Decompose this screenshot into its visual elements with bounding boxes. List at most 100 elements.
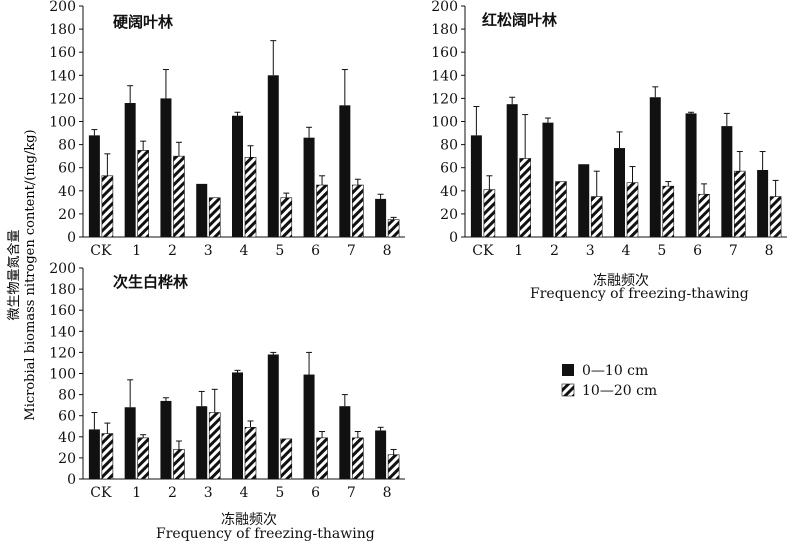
x-tick-label: 6	[311, 243, 320, 259]
bar	[196, 406, 208, 479]
x-tick-label: 5	[275, 243, 284, 259]
bar	[698, 193, 710, 238]
bar	[578, 164, 590, 237]
bar	[470, 135, 482, 237]
bar	[506, 104, 518, 237]
y-tick-label: 0	[449, 230, 458, 246]
x-tick-label: 8	[383, 243, 392, 259]
bar	[555, 181, 567, 238]
x-tick-label: 4	[240, 243, 249, 259]
y-tick-label: 100	[431, 115, 458, 131]
y-axis-label-cn: 微生物量氮含量	[7, 229, 22, 321]
bar	[769, 196, 782, 238]
y-tick-label: 140	[431, 68, 458, 84]
bar	[339, 406, 351, 479]
x-axis-label-en-right: Frequency of freezing-thawing	[530, 286, 749, 302]
panel-2: 0 20 40 60 80 100 120 140 160 180 200 红松阔叶林 CK 1 2 3 4 5 6…	[431, 0, 787, 259]
bar	[662, 185, 675, 238]
y-tick-label: 200	[49, 0, 76, 15]
bar	[101, 433, 114, 480]
bar	[339, 105, 351, 237]
bar	[542, 122, 554, 237]
bar	[267, 354, 279, 479]
x-tick-label: CK	[90, 485, 112, 501]
x-tick-label: 5	[275, 485, 284, 501]
x-tick-label: 1	[132, 243, 141, 259]
y-tick-label: 200	[431, 0, 458, 15]
y-tick-label: 80	[58, 138, 76, 154]
bar	[375, 430, 387, 479]
y-tick-label: 180	[49, 22, 76, 38]
bar	[375, 198, 387, 237]
bar	[387, 219, 400, 238]
bar	[685, 113, 697, 237]
y-tick-label: 20	[58, 451, 76, 467]
bar	[267, 75, 279, 237]
x-axis-label-cn-bottom: 冻融频次	[221, 512, 277, 528]
bar	[316, 184, 328, 238]
bar	[208, 412, 221, 480]
bar	[280, 438, 293, 480]
panel-title: 红松阔叶林	[482, 11, 558, 29]
bar	[232, 372, 243, 479]
x-tick-label: 2	[168, 485, 177, 501]
x-tick-label: 1	[514, 243, 523, 259]
legend-label: 0—10 cm	[582, 363, 648, 379]
bar	[196, 183, 208, 237]
y-tick-label: 100	[49, 367, 76, 383]
y-tick-label: 40	[58, 430, 76, 446]
legend-label: 10—20 cm	[582, 383, 657, 399]
x-tick-label: CK	[472, 243, 494, 259]
x-axis-label-en-bottom: Frequency of freezing-thawing	[156, 526, 375, 542]
x-tick-label: 3	[586, 243, 595, 259]
bar	[88, 135, 100, 237]
x-tick-label: 8	[383, 485, 392, 501]
bar	[232, 115, 243, 237]
bar	[173, 449, 185, 480]
y-tick-label: 160	[49, 303, 76, 319]
x-tick-label: 6	[693, 243, 702, 259]
bar	[124, 103, 136, 238]
panel-3: 0 20 40 60 80 100 120 140 160 180 200 次生白桦林 CK 1 2 3 4 5 6…	[49, 261, 405, 501]
legend-swatch	[562, 364, 574, 376]
y-tick-label: 0	[67, 472, 76, 488]
bar	[352, 437, 364, 480]
y-tick-label: 60	[58, 409, 76, 425]
bar	[173, 155, 185, 238]
y-tick-label: 80	[440, 138, 458, 154]
x-tick-label: 2	[168, 243, 177, 259]
x-tick-label: 3	[204, 485, 213, 501]
y-tick-label: 140	[49, 68, 76, 84]
y-tick-label: 20	[58, 207, 76, 223]
bar	[208, 197, 221, 238]
y-tick-label: 40	[58, 184, 76, 200]
bar	[734, 170, 746, 238]
y-tick-label: 80	[58, 388, 76, 404]
bar	[244, 157, 257, 238]
y-tick-label: 60	[58, 161, 76, 177]
x-tick-label: CK	[90, 243, 112, 259]
x-tick-label: 8	[765, 243, 774, 259]
panel-title: 硬阔叶林	[113, 13, 174, 31]
bar	[137, 150, 149, 238]
x-tick-label: 3	[204, 243, 213, 259]
bar	[721, 126, 733, 237]
bar	[626, 182, 639, 238]
y-tick-label: 180	[49, 282, 76, 298]
bar	[303, 137, 315, 237]
bar	[244, 427, 257, 480]
bar	[160, 98, 172, 238]
x-tick-label: 1	[132, 485, 141, 501]
y-tick-label: 100	[49, 115, 76, 131]
y-tick-label: 180	[431, 22, 458, 38]
x-tick-label: 5	[657, 243, 666, 259]
bar	[101, 175, 114, 238]
x-axis-label-cn-right: 冻融频次	[593, 273, 649, 289]
y-tick-label: 200	[49, 261, 76, 277]
bar	[316, 437, 328, 480]
bar	[590, 196, 603, 238]
bar	[352, 184, 364, 238]
y-tick-label: 20	[440, 207, 458, 223]
x-tick-label: 4	[240, 485, 249, 501]
x-tick-label: 2	[550, 243, 559, 259]
